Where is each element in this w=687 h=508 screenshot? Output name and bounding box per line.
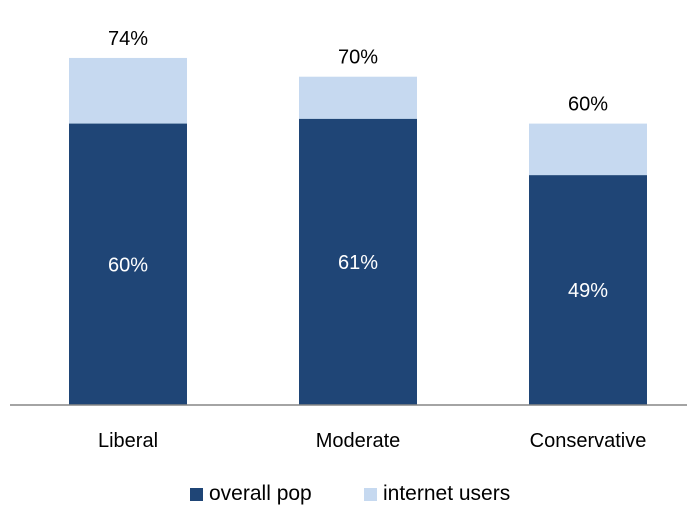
x-tick-labels: Liberal Moderate Conservative xyxy=(98,430,646,452)
legend-swatch-internet-users xyxy=(364,488,377,501)
data-label-overall-pop-liberal: 60% xyxy=(108,254,148,276)
data-label-overall-pop-conservative: 49% xyxy=(568,280,608,302)
bar-overall-pop-liberal xyxy=(69,123,187,405)
bar-overall-pop-conservative xyxy=(529,175,647,405)
data-label-overall-pop-moderate: 61% xyxy=(338,252,378,274)
data-labels: 74% 60% 70% 61% 60% 49% xyxy=(108,28,608,302)
x-tick-label-conservative: Conservative xyxy=(530,430,647,452)
x-tick-label-liberal: Liberal xyxy=(98,430,158,452)
bars-group xyxy=(69,57,647,405)
legend-swatch-overall-pop xyxy=(190,488,203,501)
legend-label-overall-pop: overall pop xyxy=(209,482,312,505)
legend-label-internet-users: internet users xyxy=(383,482,510,505)
legend: overall pop internet users xyxy=(190,482,510,505)
data-label-internet-users-moderate: 70% xyxy=(338,47,378,69)
x-tick-label-moderate: Moderate xyxy=(316,430,401,452)
data-label-internet-users-liberal: 74% xyxy=(108,28,148,50)
data-label-internet-users-conservative: 60% xyxy=(568,94,608,116)
bar-overall-pop-moderate xyxy=(299,118,417,405)
